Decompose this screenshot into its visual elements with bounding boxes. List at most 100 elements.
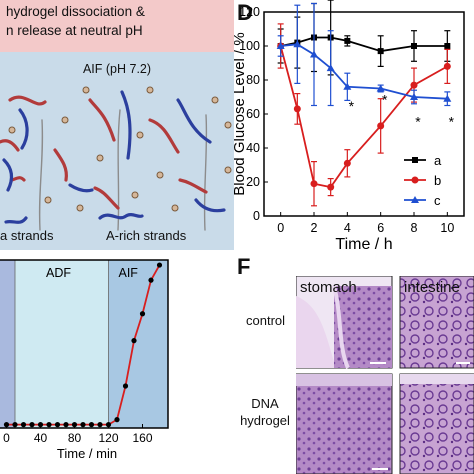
histology-intestine-hydrogel	[399, 373, 474, 474]
significance-mark: *	[382, 91, 388, 107]
data-point	[327, 183, 335, 191]
x-axis-label: Time / min	[57, 446, 117, 461]
banner-line-2: n release at neutral pH	[6, 23, 143, 38]
legend-label: c	[434, 193, 441, 208]
y-tick-label: 40	[246, 141, 260, 155]
data-point	[131, 338, 137, 344]
data-point	[344, 37, 351, 44]
data-point	[343, 82, 352, 90]
data-point	[156, 262, 163, 268]
region-before	[0, 260, 15, 428]
data-point	[46, 422, 52, 428]
banner-line-1: hydrogel dissociation &	[6, 4, 145, 19]
series-line	[280, 43, 448, 100]
region-adf	[15, 260, 109, 428]
data-point	[114, 417, 120, 423]
legend-label: a	[434, 153, 442, 168]
data-point	[310, 50, 318, 58]
data-point	[3, 422, 10, 428]
data-point	[37, 422, 44, 428]
data-point	[444, 43, 451, 49]
data-point	[276, 42, 285, 49]
column-label-stomach: stomach	[300, 279, 357, 296]
data-point	[376, 84, 385, 92]
x-tick-label: 6	[377, 221, 384, 235]
y-tick-label: 100	[239, 39, 260, 53]
x-tick-label: 160	[132, 431, 152, 445]
data-point	[410, 93, 418, 100]
data-point	[443, 62, 451, 70]
banner	[0, 0, 234, 52]
data-point	[20, 422, 27, 428]
data-point	[54, 422, 61, 428]
region-label-adf: ADF	[46, 266, 71, 280]
data-point	[411, 43, 417, 49]
y-tick-label: 20	[246, 175, 260, 189]
condition-label: AIF (pH 7.2)	[82, 62, 152, 76]
legend-marker	[412, 157, 418, 163]
data-point	[326, 64, 335, 72]
y-axis-label: Blood Glucose Level / %	[234, 32, 248, 195]
row-label-control: control	[246, 313, 286, 328]
legend-a-rich-strands: A-rich strands	[106, 228, 187, 243]
data-point	[377, 48, 384, 55]
data-point	[12, 422, 18, 428]
x-tick-label: 40	[34, 431, 48, 445]
data-point	[377, 122, 385, 130]
series-c	[276, 2, 452, 107]
y-tick-label: 120	[239, 5, 260, 19]
data-point	[139, 311, 146, 317]
release-series	[3, 262, 163, 428]
legend-marker	[411, 196, 419, 203]
legend-label: b	[434, 173, 441, 188]
data-point	[410, 81, 418, 89]
data-point	[80, 422, 86, 428]
series-line	[279, 45, 448, 189]
glucose-chart: 0 20 40 60 80 100 120 0 2 4 6 8 10 Time / h Blood Gluc…	[234, 0, 465, 250]
series-b	[277, 23, 451, 207]
data-point	[310, 180, 318, 188]
data-point	[88, 422, 95, 428]
strand-illustration	[0, 86, 232, 231]
x-tick-label: 80	[68, 431, 82, 445]
release-chart: ADF AIF 0 40 80 120 160 Time / min	[0, 259, 169, 461]
x-axis-label: Time / h	[335, 236, 392, 250]
legend-item-b: b	[404, 173, 441, 188]
data-point	[71, 422, 78, 428]
legend-item-c: c	[404, 193, 441, 208]
significance-mark: *	[415, 114, 421, 130]
y-tick-label: 80	[246, 73, 260, 87]
legend-item-a: a	[404, 153, 442, 168]
data-point	[343, 159, 351, 167]
plot-frame	[0, 259, 169, 429]
y-tick-label: 60	[246, 107, 260, 121]
x-tick-label: 8	[411, 221, 418, 235]
row-label-dna: DNA	[251, 396, 279, 411]
data-point	[29, 422, 35, 428]
column-label-intestine: intestine	[404, 279, 460, 296]
panel-letter-f: F	[237, 254, 251, 279]
data-point	[97, 422, 103, 428]
data-point	[148, 277, 154, 283]
x-tick-label: 120	[98, 431, 118, 445]
data-point	[105, 422, 112, 428]
histology-stomach-control	[296, 276, 393, 369]
legend-a-strands: a strands	[0, 228, 54, 243]
x-tick-label: 4	[344, 221, 351, 235]
data-point	[293, 105, 301, 113]
x-tick-label: 0	[277, 221, 284, 235]
legend-marker	[411, 176, 419, 184]
y-tick-label: 0	[253, 209, 260, 223]
row-label-hydrogel: hydrogel	[240, 413, 290, 428]
data-point	[122, 383, 129, 389]
data-point	[443, 94, 452, 102]
data-point	[293, 40, 302, 48]
significance-mark: *	[449, 114, 455, 130]
region-aif	[108, 260, 168, 428]
region-label-aif: AIF	[119, 266, 139, 280]
data-point	[63, 422, 69, 428]
x-tick-label: 10	[440, 221, 454, 235]
significance-mark: *	[349, 98, 355, 114]
histology-stomach-hydrogel	[296, 373, 393, 474]
histology-grid	[296, 276, 474, 474]
